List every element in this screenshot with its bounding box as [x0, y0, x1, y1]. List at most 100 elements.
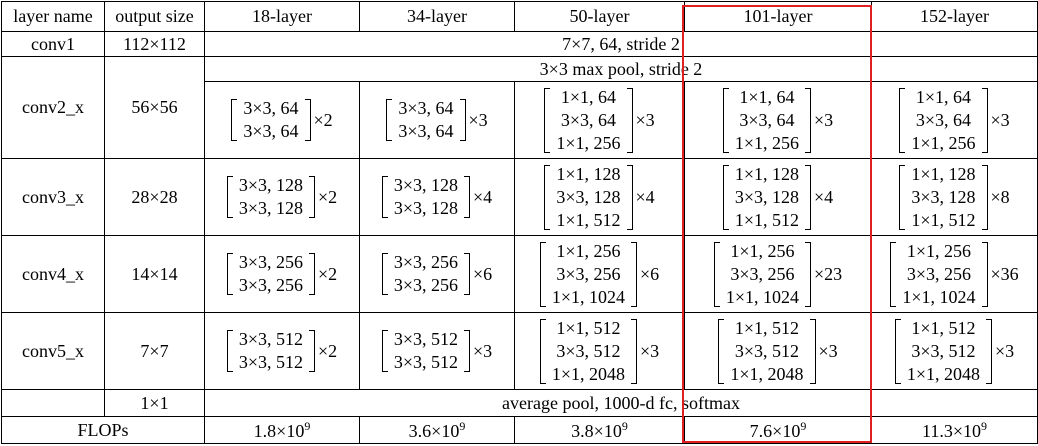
block-line: 3×3, 128	[238, 198, 303, 218]
block-line: 3×3, 256	[556, 263, 621, 284]
table-row: 1×1 average pool, 1000-d fc, softmax	[1, 389, 1038, 417]
flops-exp: 9	[459, 418, 466, 433]
block-line: 1×1, 512	[556, 209, 621, 230]
span-cell: average pool, 1000-d fc, softmax	[204, 389, 1038, 417]
table-row: layer name output size 18-layer 34-layer 50-…	[1, 1, 1038, 32]
bracket-left	[381, 253, 388, 295]
block-line: 1×1, 512	[734, 317, 799, 338]
bracket-right	[631, 241, 637, 307]
header-cell: 50-layer	[514, 1, 685, 32]
block-line: 1×1, 256	[911, 132, 976, 153]
block-cell: 1×1, 256 3×3, 256 1×1, 1024 ×6	[514, 235, 685, 313]
block: 1×1, 512 3×3, 512 1×1, 2048 ×3	[894, 317, 1014, 386]
block-lines: 1×1, 256 3×3, 256 1×1, 1024	[546, 240, 631, 309]
bracket-left	[226, 330, 233, 372]
block-cell: 3×3, 512 3×3, 512 ×2	[204, 312, 360, 390]
block-times: ×3	[814, 109, 834, 130]
output-size: 7×7	[104, 312, 205, 390]
bracket-left	[544, 164, 551, 230]
block-line: 1×1, 2048	[906, 363, 980, 384]
block-line: 3×3, 512	[393, 352, 458, 372]
bracket-right	[986, 318, 992, 384]
block-times: ×3	[473, 340, 493, 361]
block-cell: 1×1, 256 3×3, 256 1×1, 1024 ×23	[684, 235, 872, 313]
block: 3×3, 256 3×3, 256 ×6	[381, 251, 492, 297]
block: 1×1, 512 3×3, 512 1×1, 2048 ×3	[718, 317, 838, 386]
block-lines: 3×3, 512 3×3, 512	[233, 328, 309, 374]
header-cell: output size	[104, 1, 205, 32]
row-name: conv3_x	[1, 158, 105, 236]
flops-cell: 11.3×109	[871, 416, 1038, 444]
block-lines: 1×1, 256 3×3, 256 1×1, 1024	[720, 240, 805, 309]
row-name: conv1	[1, 31, 105, 57]
block-cell: 1×1, 64 3×3, 64 1×1, 256 ×3	[514, 81, 685, 159]
row-name: conv4_x	[1, 235, 105, 313]
block-lines: 1×1, 128 3×3, 128 1×1, 512	[729, 163, 805, 232]
block-line: 3×3, 512	[238, 329, 303, 349]
block-lines: 1×1, 512 3×3, 512 1×1, 2048	[724, 317, 809, 386]
block-line: 3×3, 256	[238, 275, 303, 295]
block-line: 3×3, 512	[238, 352, 303, 372]
block-times: ×2	[318, 186, 338, 207]
block-line: 3×3, 256	[393, 275, 458, 295]
block-cell: 1×1, 128 3×3, 128 1×1, 512 ×4	[684, 158, 872, 236]
block-cell: 3×3, 64 3×3, 64 ×2	[204, 81, 360, 159]
block-lines: 1×1, 64 3×3, 64 1×1, 256	[905, 86, 981, 155]
block-cell: 1×1, 128 3×3, 128 1×1, 512 ×4	[514, 158, 685, 236]
flops-cell: 3.8×109	[514, 416, 685, 444]
block-line: 3×3, 128	[238, 175, 303, 195]
span-cell: 7×7, 64, stride 2	[204, 31, 1038, 57]
block-lines: 3×3, 256 3×3, 256	[388, 251, 464, 297]
block-lines: 3×3, 128 3×3, 128	[388, 174, 464, 220]
block-line: 3×3, 128	[393, 198, 458, 218]
block-times: ×2	[313, 109, 333, 130]
block-times: ×6	[640, 263, 660, 284]
bracket-left	[722, 87, 729, 153]
block-cell: 1×1, 64 3×3, 64 1×1, 256 ×3	[684, 81, 872, 159]
bracket-right	[631, 318, 637, 384]
table-row: conv3_x 28×28 3×3, 128 3×3, 128 ×2 3×3, 128 3×…	[1, 158, 1038, 236]
bracket-left	[539, 241, 546, 307]
block: 1×1, 64 3×3, 64 1×1, 256 ×3	[544, 86, 655, 155]
block-lines: 3×3, 512 3×3, 512	[388, 328, 464, 374]
block-lines: 1×1, 128 3×3, 128 1×1, 512	[905, 163, 981, 232]
block: 1×1, 256 3×3, 256 1×1, 1024 ×23	[713, 240, 842, 309]
block-lines: 3×3, 256 3×3, 256	[233, 251, 309, 297]
block: 3×3, 64 3×3, 64 ×2	[231, 97, 333, 143]
header-cell: layer name	[1, 1, 105, 32]
table-row: conv2_x 56×56 3×3 max pool, stride 2	[1, 56, 1038, 159]
bracket-right	[464, 330, 470, 372]
block-line: 1×1, 512	[911, 317, 976, 338]
header-cell: 152-layer	[871, 1, 1038, 32]
flops-cell: 1.8×109	[204, 416, 360, 444]
block: 3×3, 512 3×3, 512 ×3	[381, 328, 493, 374]
bracket-right	[981, 87, 988, 153]
flops-exp: 9	[800, 418, 807, 433]
block-line: 3×3, 256	[393, 252, 458, 272]
block: 3×3, 128 3×3, 128 ×4	[381, 174, 492, 220]
block: 3×3, 128 3×3, 128 ×2	[226, 174, 338, 220]
block-line: 1×1, 512	[556, 317, 621, 338]
block-times: ×4	[814, 186, 834, 207]
block-times: ×4	[635, 186, 655, 207]
block-lines: 1×1, 128 3×3, 128 1×1, 512	[550, 163, 626, 232]
block: 1×1, 512 3×3, 512 1×1, 2048 ×3	[539, 317, 659, 386]
output-size: 1×1	[104, 389, 205, 417]
bracket-left	[539, 318, 546, 384]
block-lines: 1×1, 256 3×3, 256 1×1, 1024	[896, 240, 981, 309]
block-cell: 1×1, 512 3×3, 512 1×1, 2048 ×3	[514, 312, 685, 390]
block-lines: 3×3, 64 3×3, 64	[237, 97, 304, 143]
block-line: 3×3, 64	[398, 121, 454, 141]
block-line: 3×3, 256	[906, 263, 971, 284]
block-times: ×3	[635, 109, 655, 130]
block-cell: 1×1, 128 3×3, 128 1×1, 512 ×8	[871, 158, 1038, 236]
bracket-left	[899, 87, 906, 153]
block: 1×1, 256 3×3, 256 1×1, 1024 ×6	[539, 240, 660, 309]
bracket-right	[309, 176, 315, 218]
flops-base: 3.8×10	[571, 420, 622, 441]
block-cell: 1×1, 64 3×3, 64 1×1, 256 ×3	[871, 81, 1038, 159]
block-line: 3×3, 64	[398, 98, 454, 118]
block-line: 3×3, 256	[730, 263, 795, 284]
block-line: 1×1, 256	[556, 132, 621, 153]
